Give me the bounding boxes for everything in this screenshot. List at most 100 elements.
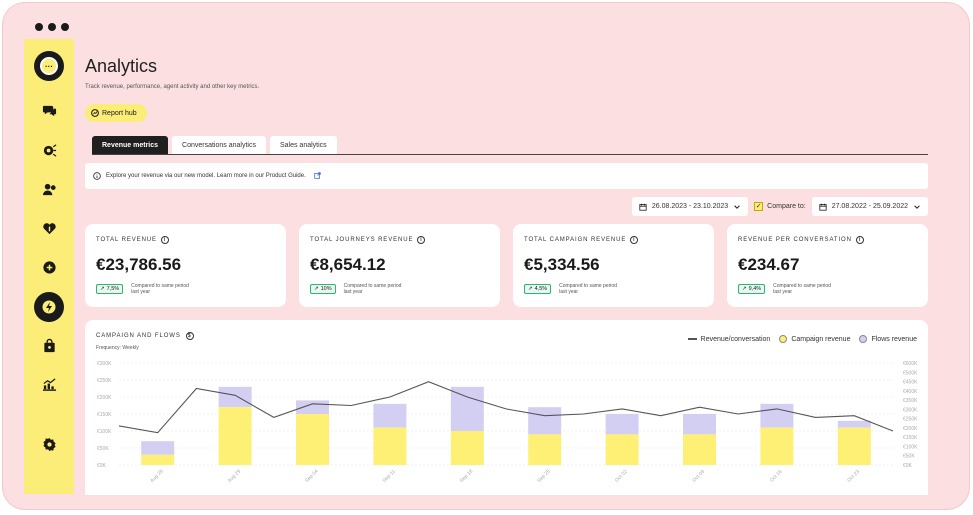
info-icon[interactable]: i (855, 236, 864, 244)
legend-flows-revenue[interactable]: Flows revenue (859, 335, 917, 343)
campaign-bar (450, 431, 484, 465)
x-axis-tick: Oct 09 (691, 469, 706, 484)
kpi-value: €8,654.12 (310, 255, 386, 274)
reports-chart-icon[interactable] (36, 371, 62, 397)
y-axis-right-tick: €600K (903, 361, 918, 367)
logo-face-icon: ··· (40, 57, 58, 75)
flows-bar (296, 400, 329, 414)
y-axis-left-tick: €50K (97, 446, 109, 452)
date-range-value: 26.08.2023 - 23.10.2023 (651, 203, 729, 210)
y-axis-right-tick: €150K (903, 435, 918, 441)
y-axis-right-tick: €250K (903, 417, 918, 423)
x-axis-tick: Oct 02 (614, 469, 629, 484)
contacts-icon[interactable] (36, 176, 62, 202)
kpi-label: REVENUE PER CONVERSATION i (738, 236, 917, 244)
campaign-megaphone-icon[interactable] (36, 137, 62, 163)
y-axis-right-tick: €500K (903, 370, 918, 376)
y-axis-left-tick: €100K (97, 429, 112, 435)
kpi-card-total-revenue: TOTAL REVENUE i €23,786.56 ↗ 7,5% Compared … (85, 224, 286, 307)
legend-line-swatch (687, 338, 697, 340)
chart-legend: Revenue/conversation Campaign revenue Fl… (687, 335, 917, 343)
y-axis-right-tick: €100K (903, 444, 918, 450)
x-axis-tick: Sep 11 (382, 469, 397, 484)
arrow-up-right-icon: ↗ (742, 286, 747, 292)
window-dot[interactable] (61, 23, 69, 31)
arrow-up-right-icon: ↗ (528, 286, 533, 292)
flows-bar (683, 414, 716, 435)
settings-gear-icon[interactable] (36, 431, 62, 457)
y-axis-right-tick: €450K (903, 380, 918, 386)
campaign-bar (837, 427, 871, 465)
window-controls (35, 23, 69, 31)
report-hub-button[interactable]: Report hub (85, 104, 147, 122)
info-icon (93, 172, 101, 180)
info-icon[interactable]: i (630, 236, 639, 244)
chart-frequency: Frequency: Weekly (96, 345, 139, 351)
info-icon[interactable]: i (160, 236, 169, 244)
compare-label: Compare to: (767, 203, 806, 210)
x-axis-tick: Sep 04 (304, 468, 320, 484)
window-dot[interactable] (48, 23, 56, 31)
info-icon[interactable]: i (417, 236, 426, 244)
y-axis-right-tick: €0K (903, 463, 913, 469)
currency-info-icon[interactable]: $ (185, 332, 194, 340)
page-title: Analytics (85, 56, 158, 76)
change-badge: ↗ 7,5% (96, 284, 124, 294)
revenue-conversation-line (118, 381, 894, 434)
compare-range-value: 27.08.2022 - 25.09.2022 (831, 203, 908, 210)
calendar-icon (819, 203, 827, 211)
chart-title: CAMPAIGN AND FLOWS $ (96, 332, 194, 340)
arrow-up-right-icon: ↗ (314, 286, 319, 292)
filters-bar: 26.08.2023 - 23.10.2023 ✓ Compare to: 27… (631, 197, 928, 216)
flows-bar (528, 407, 562, 435)
campaign-flows-chart: €0K €50K €100K €150K €200K €250K €300K €0K €50K €… (97, 361, 918, 484)
legend-campaign-revenue[interactable]: Campaign revenue (779, 335, 850, 343)
chevron-down-icon (914, 204, 920, 209)
tab-bar: Revenue metrics Conversations analytics … (92, 136, 337, 154)
chat-bubbles-icon[interactable] (36, 97, 62, 123)
y-axis-right-tick: €350K (903, 398, 918, 404)
campaign-bar (218, 407, 252, 465)
y-axis-right-tick: €300K (903, 407, 918, 413)
change-badge: ↗ 10% (310, 284, 336, 294)
shopping-bag-icon[interactable] (36, 332, 62, 358)
add-chat-icon[interactable] (36, 254, 62, 280)
sidebar: ··· (24, 39, 74, 494)
tab-conversations-analytics[interactable]: Conversations analytics (172, 136, 266, 154)
legend-flows-swatch (859, 335, 868, 343)
legend-campaign-swatch (779, 335, 788, 343)
tab-revenue-metrics[interactable]: Revenue metrics (92, 136, 169, 154)
kpi-label: TOTAL CAMPAIGN REVENUE i (524, 236, 703, 244)
campaign-bar (141, 454, 175, 465)
x-axis-tick: Sep 18 (459, 468, 475, 484)
tabs-divider (92, 154, 928, 155)
flows-bar (760, 403, 794, 428)
flows-bar (218, 386, 252, 408)
kpi-value: €23,786.56 (96, 255, 182, 274)
analytics-lightning-icon[interactable] (34, 292, 64, 322)
compare-range-picker[interactable]: 27.08.2022 - 25.09.2022 (811, 197, 928, 216)
kpi-cards: TOTAL REVENUE i €23,786.56 ↗ 7,5% Compared … (85, 224, 928, 307)
x-axis-tick: Aug 29 (227, 468, 243, 484)
kpi-label: TOTAL REVENUE i (96, 236, 275, 244)
tab-sales-analytics[interactable]: Sales analytics (269, 136, 337, 154)
flows-bar (837, 420, 871, 428)
main-content: Analytics Track revenue, performance, ag… (85, 40, 930, 495)
flows-bar (605, 414, 639, 435)
date-range-picker[interactable]: 26.08.2023 - 23.10.2023 (631, 197, 749, 216)
flows-bar (450, 386, 484, 431)
campaign-bar (760, 427, 794, 465)
y-axis-right-tick: €50K (903, 454, 915, 460)
compare-checkbox[interactable]: ✓ (754, 202, 764, 211)
compare-toggle[interactable]: ✓ Compare to: (754, 202, 806, 211)
kpi-label: TOTAL JOURNEYS REVENUE i (310, 236, 489, 244)
window-dot[interactable] (35, 23, 43, 31)
x-axis-tick: Oct 16 (769, 469, 784, 484)
flows-bar (373, 403, 407, 428)
flows-heart-icon[interactable] (36, 215, 62, 241)
brand-logo[interactable]: ··· (34, 51, 64, 81)
y-axis-left-tick: €200K (97, 395, 112, 401)
external-link-icon[interactable] (314, 171, 321, 181)
kpi-card-campaign-revenue: TOTAL CAMPAIGN REVENUE i €5,334.56 ↗ 4,5% C… (513, 224, 714, 307)
legend-revenue-conversation[interactable]: Revenue/conversation (687, 336, 770, 343)
